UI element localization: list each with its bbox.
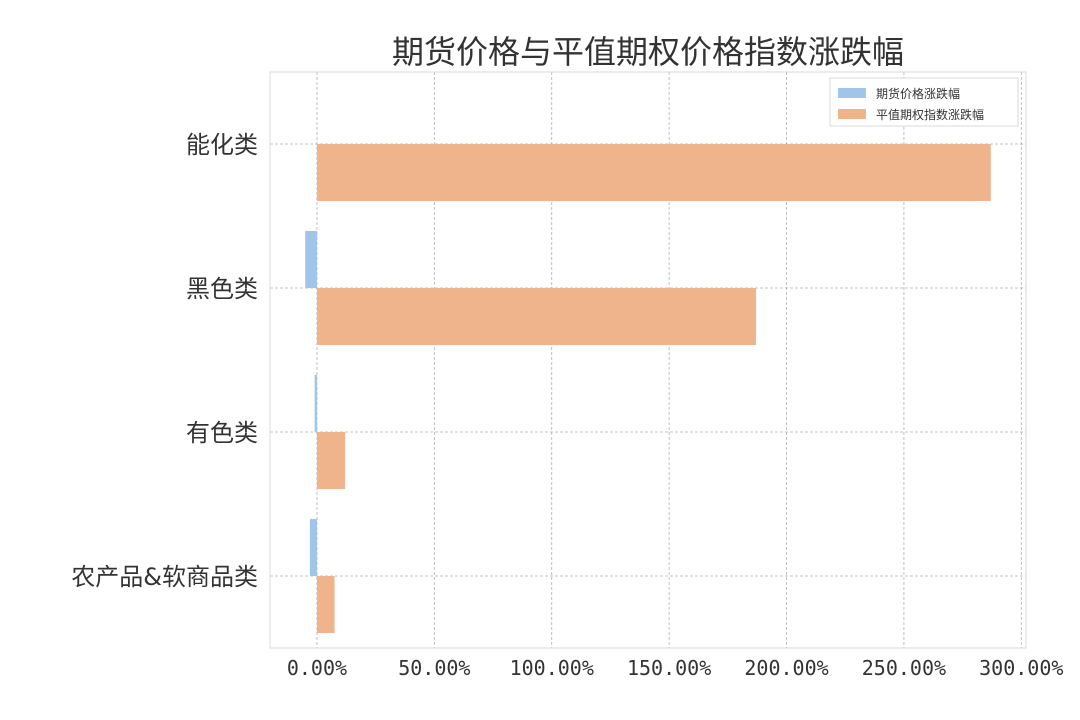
bar-futures-2	[314, 375, 317, 432]
y-tick-label: 有色类	[186, 419, 258, 447]
legend-label: 期货价格涨跌幅	[876, 86, 960, 101]
bar-futures-1	[305, 231, 317, 288]
y-tick-label: 能化类	[186, 131, 258, 159]
chart-title: 期货价格与平值期权价格指数涨跌幅	[392, 33, 904, 71]
x-tick-label: 250.00%	[862, 656, 946, 680]
x-tick-label: 300.00%	[979, 656, 1063, 680]
x-tick-label: 100.00%	[510, 656, 594, 680]
x-tick-label: 0.00%	[287, 656, 347, 680]
bars-layer	[305, 144, 991, 633]
axes-frame	[269, 71, 1027, 649]
bar-option-index-0	[316, 144, 991, 201]
bar-option-index-2	[316, 432, 346, 489]
bar-option-index-3	[316, 576, 335, 633]
bar-option-index-1	[316, 288, 756, 345]
legend-swatch	[838, 109, 866, 119]
x-tick-label: 200.00%	[744, 656, 828, 680]
legend-label: 平值期权指数涨跌幅	[876, 107, 984, 122]
x-tick-label: 150.00%	[627, 656, 711, 680]
y-tick-label: 农产品&软商品类	[71, 563, 258, 591]
y-tick-label: 黑色类	[186, 275, 258, 303]
legend-swatch	[838, 88, 866, 98]
x-tick-label: 50.00%	[398, 656, 470, 680]
x-tick-labels: 0.00% 50.00% 100.00% 150.00% 200.00% 250.00% 3…	[287, 656, 1064, 680]
bar-futures-3	[309, 519, 317, 576]
